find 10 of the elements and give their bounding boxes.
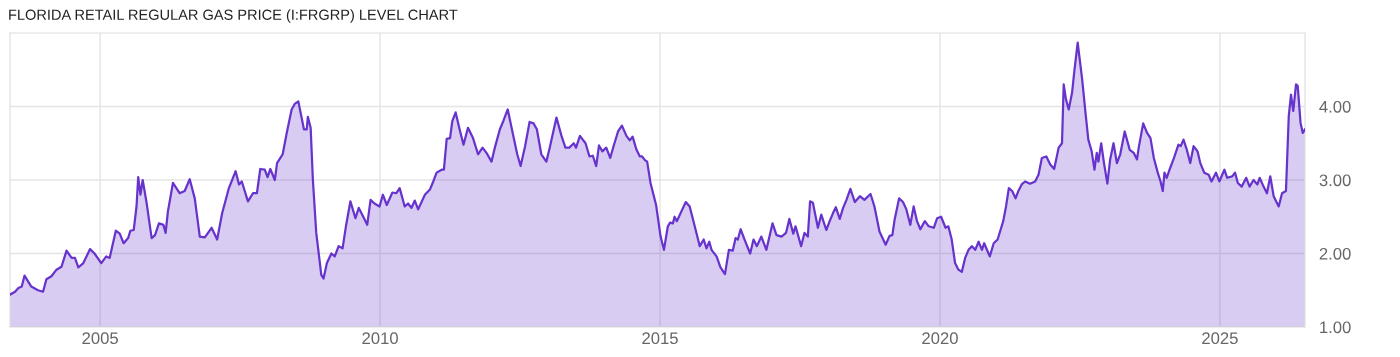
y-tick-label: 3.00	[1319, 174, 1351, 187]
x-tick-label: 2025	[1202, 332, 1238, 345]
y-tick-label: 2.00	[1319, 247, 1351, 260]
x-tick-label: 2015	[642, 332, 678, 345]
chart-title: FLORIDA RETAIL REGULAR GAS PRICE (I:FRGRP) LEVEL CHART	[9, 9, 458, 23]
x-tick-label: 2020	[922, 332, 958, 345]
y-tick-label: 4.00	[1319, 100, 1351, 113]
y-tick-label: 1.00	[1320, 321, 1351, 334]
x-tick-label: 2005	[82, 332, 118, 345]
x-tick-label: 2010	[362, 332, 398, 345]
